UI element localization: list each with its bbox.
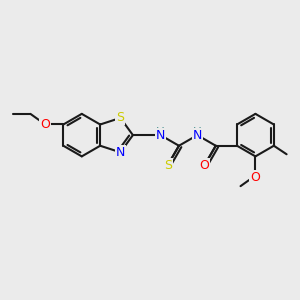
Text: O: O <box>250 171 260 184</box>
Text: N: N <box>116 146 125 159</box>
Text: S: S <box>116 111 124 124</box>
Text: N: N <box>193 129 202 142</box>
Text: O: O <box>40 118 50 131</box>
Text: H: H <box>156 126 165 139</box>
Text: S: S <box>164 159 172 172</box>
Text: O: O <box>199 159 209 172</box>
Text: N: N <box>156 129 165 142</box>
Text: H: H <box>193 126 202 139</box>
